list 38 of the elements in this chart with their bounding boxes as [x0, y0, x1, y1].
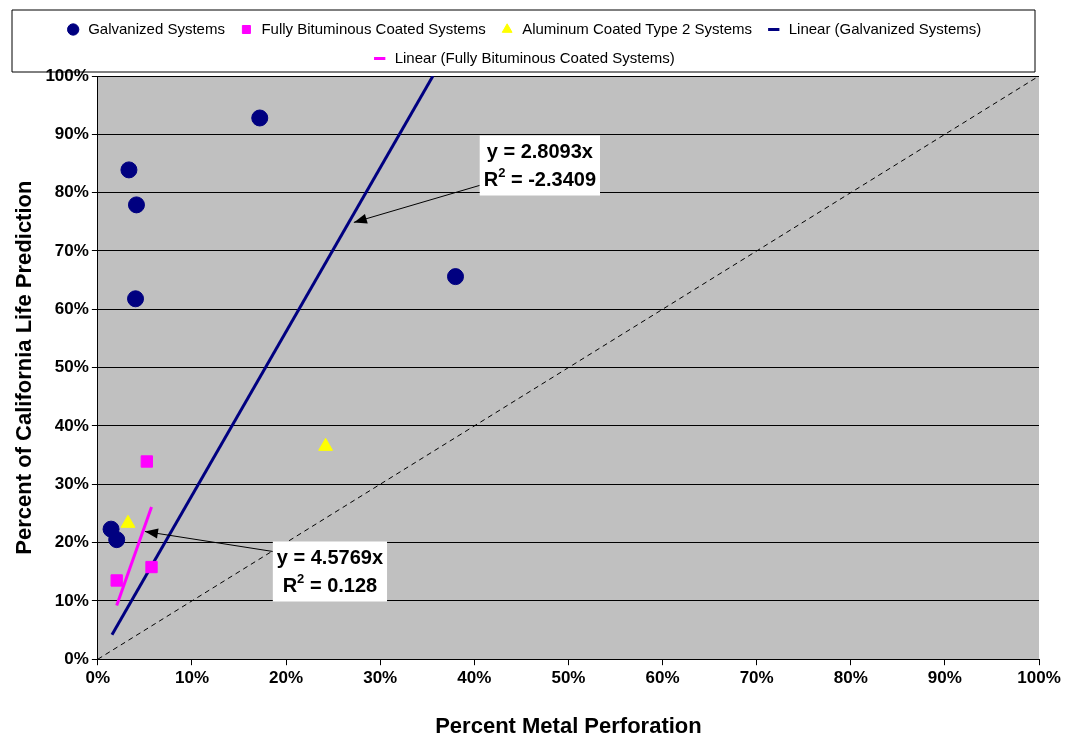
x-tick-label: 90% [927, 668, 962, 688]
y-axis-title: Percent of California Life Prediction [11, 180, 37, 555]
legend-label: Fully Bituminous Coated Systems [261, 19, 486, 37]
x-axis-title: Percent Metal Perforation [435, 712, 702, 738]
x-tick-label: 80% [833, 668, 868, 688]
x-tick-label: 50% [551, 668, 586, 688]
x-tick-label: 0% [85, 668, 111, 688]
y-tick-label: 40% [54, 415, 89, 435]
x-tick-label: 40% [457, 668, 492, 688]
point [145, 560, 158, 574]
x-tick-label: 20% [269, 668, 304, 688]
point [251, 109, 269, 127]
y-tick-label: 60% [54, 298, 89, 318]
point [447, 268, 465, 286]
x-tick-label: 100% [1017, 668, 1061, 688]
point [108, 531, 126, 549]
y-tick-label: 10% [54, 590, 89, 610]
point [140, 455, 153, 468]
legend-label: Linear (Galvanized Systems) [788, 19, 982, 37]
y-tick-label: 20% [54, 532, 89, 552]
y-tick-label: 80% [54, 182, 89, 202]
legend-label: Galvanized Systems [88, 19, 225, 37]
legend-label: Aluminum Coated Type 2 Systems [522, 19, 752, 37]
x-tick-label: 60% [645, 668, 680, 688]
x-tick-label: 10% [174, 668, 210, 688]
point [120, 161, 138, 179]
x-tick-label: 30% [363, 668, 398, 688]
legend-label: Linear (Fully Bituminous Coated Systems) [394, 48, 675, 66]
y-tick-label: 100% [45, 65, 89, 85]
y-tick-label: 30% [54, 473, 89, 493]
y-tick-label: 70% [54, 240, 89, 260]
point [110, 574, 123, 587]
y-tick-label: 0% [64, 648, 89, 668]
point [127, 196, 145, 214]
point [127, 290, 145, 308]
x-tick-label: 70% [739, 668, 774, 688]
y-tick-label: 90% [54, 124, 89, 144]
y-tick-label: 50% [54, 357, 89, 377]
